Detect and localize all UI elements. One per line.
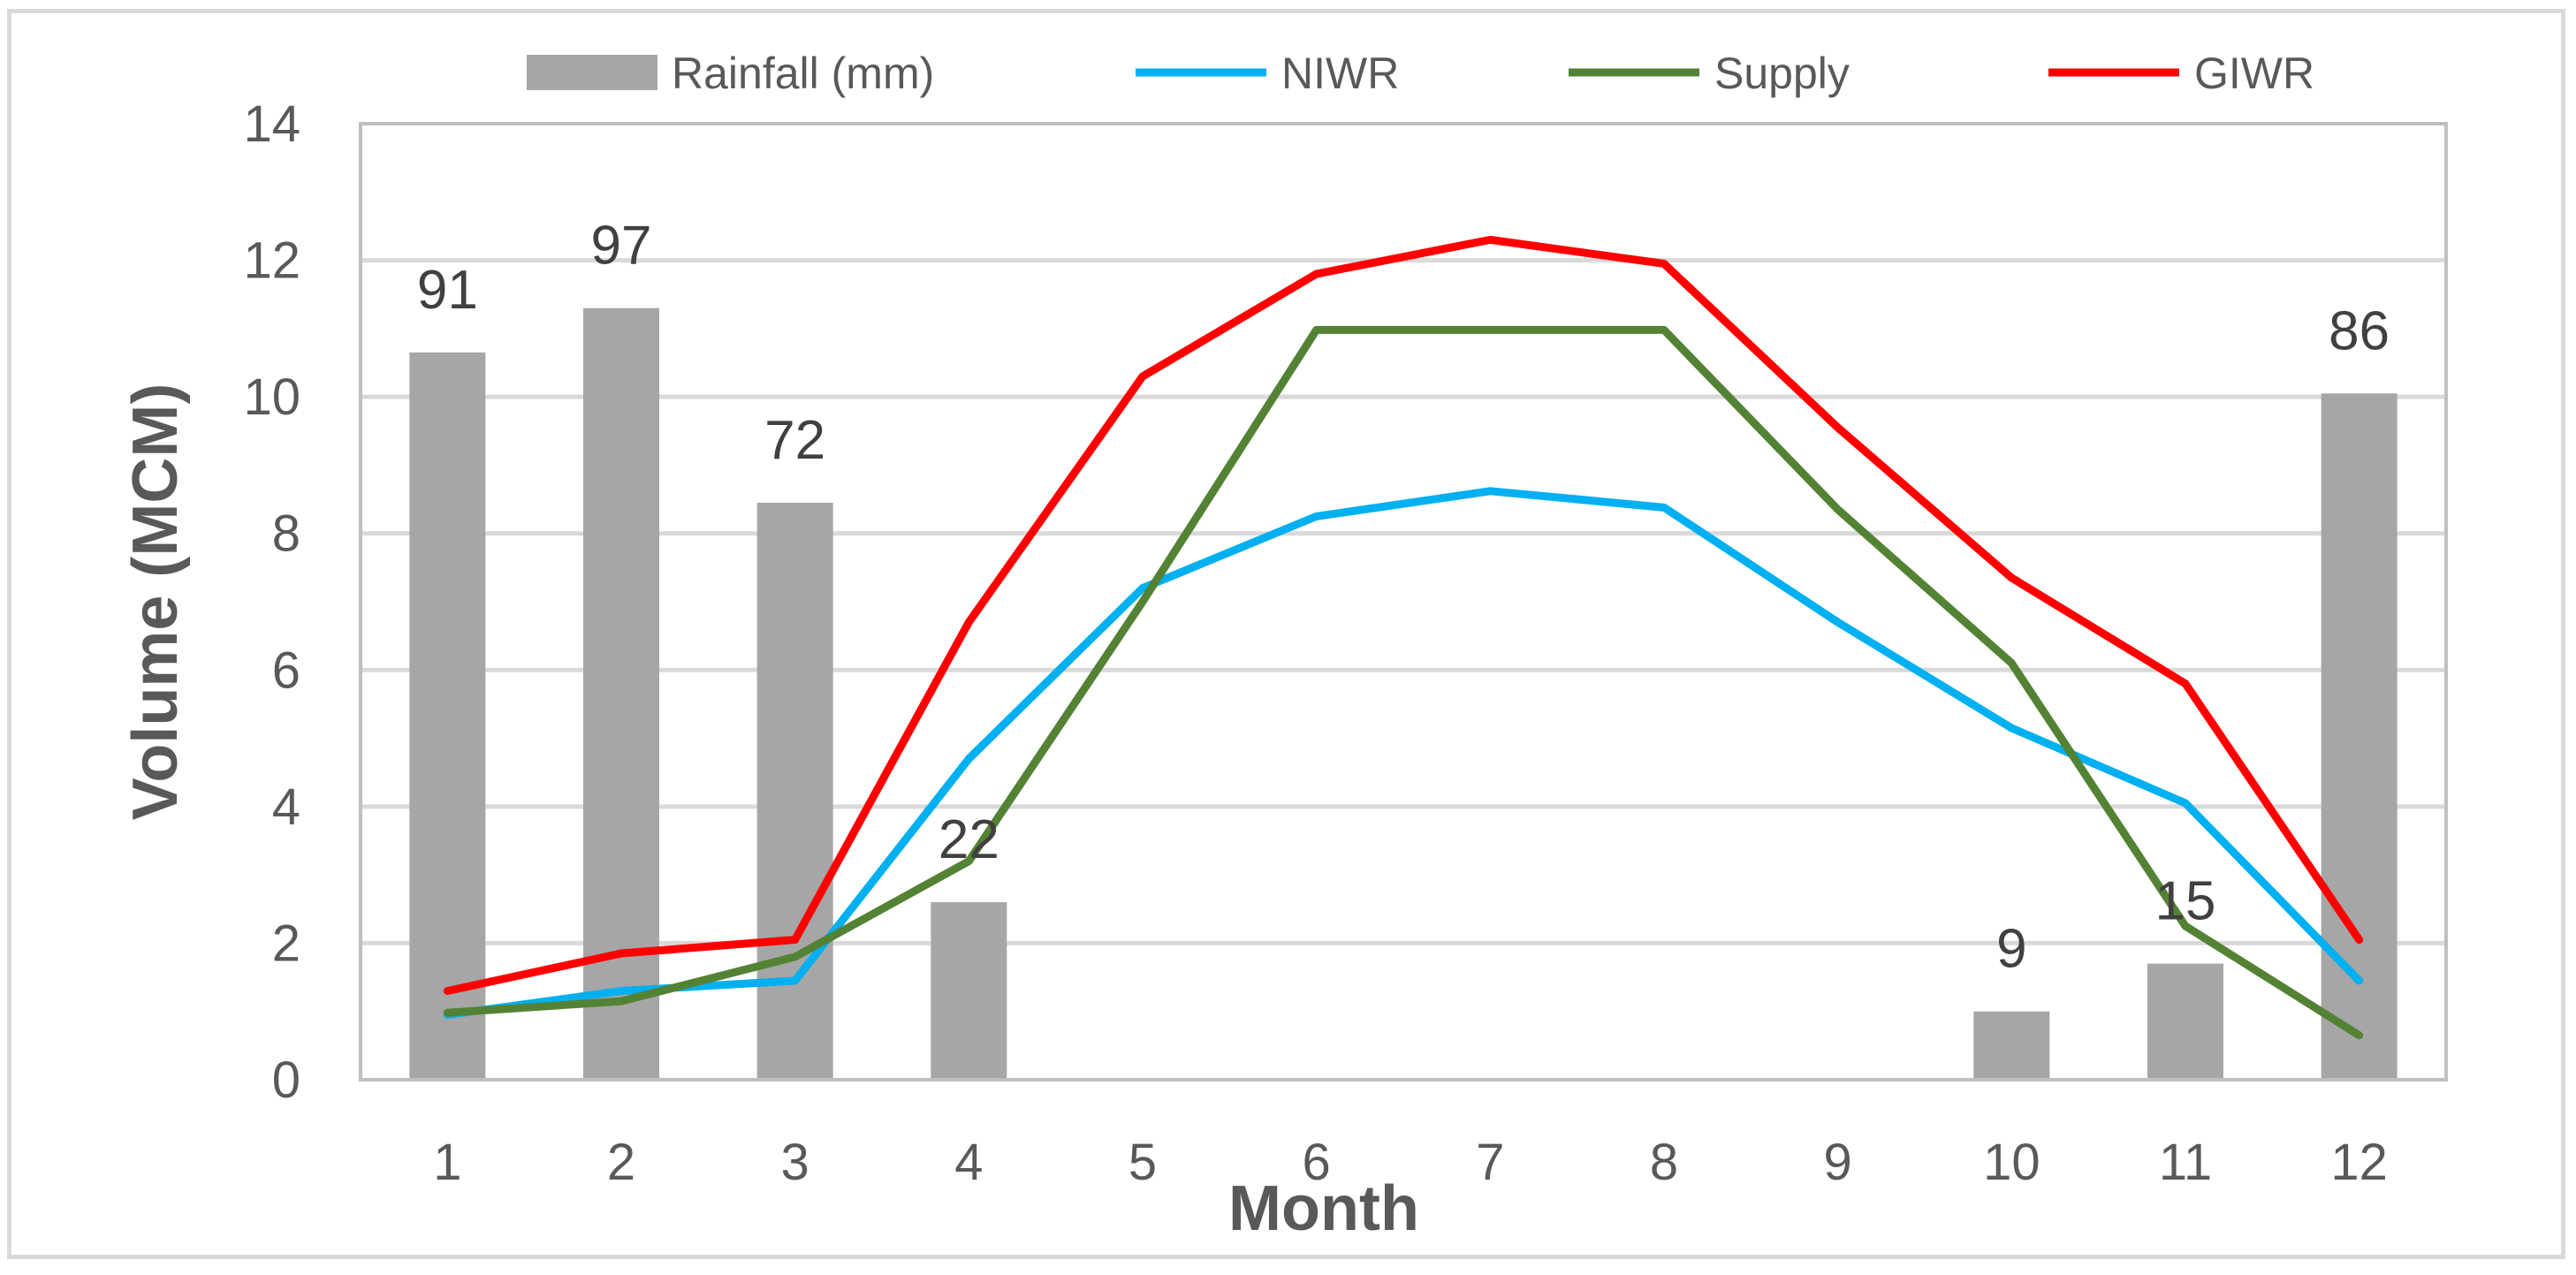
legend-swatch-rainfall bbox=[527, 55, 657, 90]
y-tick-label: 4 bbox=[272, 778, 300, 836]
x-tick-label: 7 bbox=[1476, 1134, 1504, 1191]
legend-label-niwr: NIWR bbox=[1281, 49, 1399, 98]
rainfall-bar bbox=[756, 502, 833, 1080]
rainfall-bar bbox=[583, 307, 659, 1081]
x-tick-label: 1 bbox=[433, 1134, 461, 1191]
x-tick-label: 6 bbox=[1303, 1134, 1331, 1191]
bar-data-labels: 91 97 72 22 9 15 86 bbox=[417, 216, 2390, 980]
x-tick-label: 3 bbox=[781, 1134, 809, 1191]
bar-data-label: 9 bbox=[1996, 919, 2026, 980]
legend-label-giwr: GIWR bbox=[2194, 49, 2314, 98]
rainfall-bar bbox=[931, 902, 1007, 1080]
x-tick-label: 8 bbox=[1650, 1134, 1678, 1191]
y-tick-label: 10 bbox=[243, 368, 300, 426]
series-line-supply bbox=[443, 325, 2364, 1040]
plot-area-border bbox=[359, 122, 2448, 1081]
y-tick-label: 14 bbox=[243, 95, 300, 153]
y-tick-label: 2 bbox=[272, 915, 300, 972]
y-tick-label: 12 bbox=[243, 232, 300, 290]
y-axis-title: Volume (MCM) bbox=[120, 383, 191, 821]
y-tick-label: 6 bbox=[272, 641, 300, 699]
rainfall-bar bbox=[1973, 1011, 2050, 1080]
y-tick-label: 0 bbox=[272, 1051, 300, 1109]
x-axis-ticks: 1 2 3 4 5 6 7 8 9 10 11 12 bbox=[433, 1134, 2388, 1191]
x-tick-label: 10 bbox=[1983, 1134, 2040, 1191]
bar-data-label: 72 bbox=[764, 410, 825, 471]
bar-data-label: 86 bbox=[2329, 300, 2390, 361]
y-tick-label: 8 bbox=[272, 505, 300, 563]
legend-label-rainfall: Rainfall (mm) bbox=[672, 49, 934, 98]
bar-data-label: 91 bbox=[417, 260, 478, 321]
bar-data-label: 15 bbox=[2155, 871, 2216, 932]
x-tick-label: 9 bbox=[1824, 1134, 1852, 1191]
x-tick-label: 2 bbox=[607, 1134, 635, 1191]
x-tick-label: 12 bbox=[2330, 1134, 2388, 1191]
x-tick-label: 5 bbox=[1128, 1134, 1157, 1191]
legend-label-supply: Supply bbox=[1714, 49, 1850, 98]
rainfall-bars bbox=[409, 307, 2397, 1081]
x-tick-label: 11 bbox=[2159, 1134, 2212, 1191]
series-line-niwr bbox=[443, 487, 2364, 1020]
rainfall-bar bbox=[409, 352, 486, 1081]
series-lines bbox=[443, 235, 2364, 1040]
series-line-giwr bbox=[443, 235, 2364, 996]
bar-data-label: 97 bbox=[591, 216, 652, 277]
x-axis-title: Month bbox=[1228, 1173, 1419, 1244]
y-axis-ticks: 0 2 4 6 8 10 12 14 bbox=[243, 95, 300, 1109]
legend: Rainfall (mm) NIWR Supply GIWR bbox=[527, 49, 2314, 98]
rainfall-bar bbox=[2321, 393, 2397, 1080]
bar-data-label: 22 bbox=[938, 809, 999, 870]
rainfall-bar bbox=[2147, 963, 2223, 1080]
x-tick-label: 4 bbox=[954, 1134, 983, 1191]
